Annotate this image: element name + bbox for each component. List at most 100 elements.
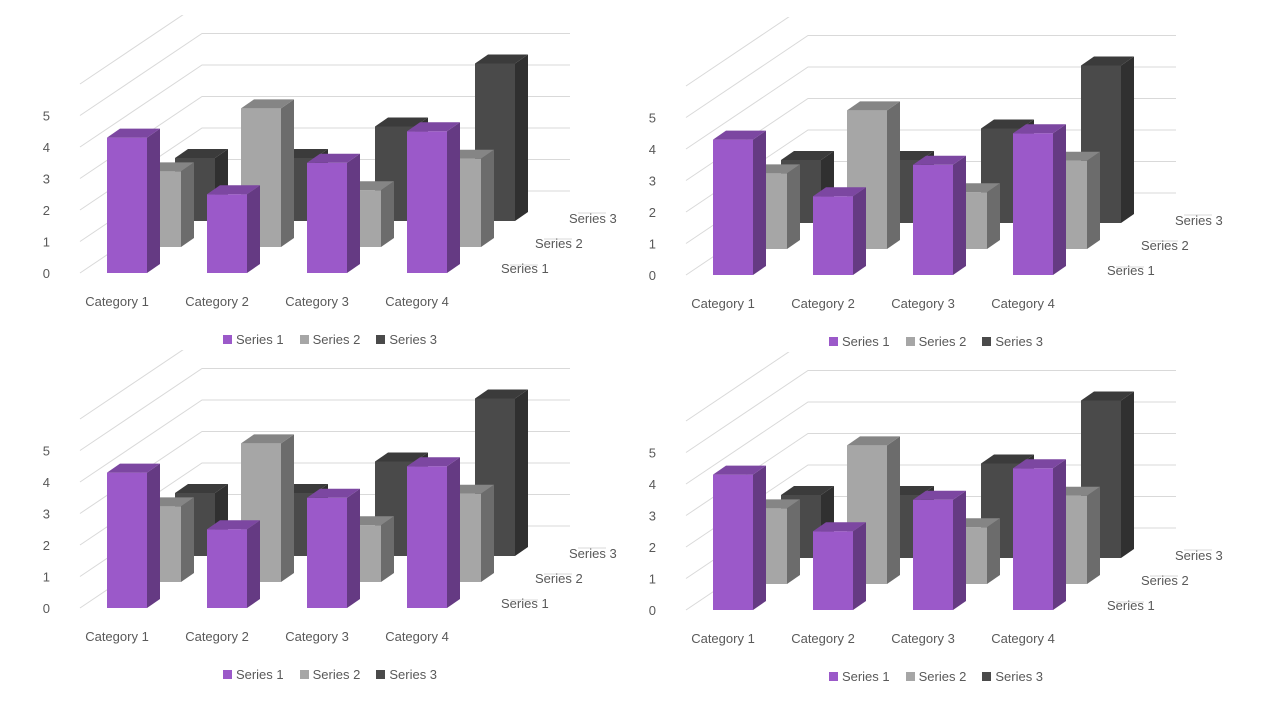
bar-side: [181, 162, 194, 247]
bar-front: [813, 196, 853, 275]
chart-legend: Series 1 Series 2 Series 3: [626, 666, 1246, 686]
bar-top: [241, 99, 294, 109]
depth-label: Series 3: [1175, 213, 1223, 228]
x-tick-label: Category 1: [85, 629, 149, 644]
bar-top: [781, 151, 834, 160]
chart-plot: 0 1 2 3 4 5 Series 1 Series 2 Series 3 Category 1…: [649, 17, 1223, 311]
bar: [307, 488, 360, 608]
gridline: [79, 33, 570, 116]
bar-top: [713, 465, 766, 475]
bars: [107, 389, 528, 608]
bar-side: [853, 187, 866, 275]
bar-side: [887, 101, 900, 250]
x-tick-label: Category 3: [285, 294, 349, 309]
bar-top: [207, 185, 260, 195]
y-tick-label: 2: [43, 538, 50, 553]
bars: [713, 56, 1134, 275]
legend-item: Series 2: [299, 332, 360, 347]
y-tick-label: 1: [43, 570, 50, 585]
y-tick-label: 1: [649, 237, 656, 252]
y-tick-label: 4: [43, 140, 50, 155]
bar-side: [887, 436, 900, 584]
bar-side: [247, 520, 260, 608]
legend-swatch: [376, 669, 386, 679]
x-tick-label: Category 3: [891, 296, 955, 311]
bar-top: [1081, 391, 1134, 401]
gridline: [79, 15, 184, 85]
bar-side: [381, 516, 394, 582]
legend-label: Series 2: [918, 333, 967, 349]
y-tick-label: 2: [649, 205, 656, 220]
bars: [713, 391, 1134, 610]
depth-label: Series 3: [1175, 548, 1223, 563]
bar-side: [515, 54, 528, 221]
gridline: [79, 368, 570, 451]
chart-plot: 0 1 2 3 4 5 Series 1 Series 2 Series 3 Category 1…: [43, 350, 617, 644]
bar-front: [1013, 468, 1053, 610]
bar-side: [481, 149, 494, 247]
bar-top: [781, 486, 834, 495]
bar-side: [1053, 124, 1066, 275]
bar-front: [207, 529, 247, 608]
bars: [107, 54, 528, 273]
bar-front: [1013, 133, 1053, 275]
bar-top: [407, 122, 460, 132]
gridline: [685, 370, 1176, 453]
x-tick-label: Category 2: [791, 631, 855, 646]
legend-item: Series 3: [376, 332, 437, 347]
bar-front: [913, 164, 953, 275]
y-tick-label: 5: [43, 109, 50, 124]
legend-label: Series 3: [995, 668, 1044, 684]
bar-side: [1121, 56, 1134, 223]
bar: [713, 130, 766, 275]
legend-swatch: [905, 671, 915, 681]
legend-item: Series 1: [222, 332, 284, 347]
depth-label: Series 3: [569, 211, 617, 226]
legend-item: Series 2: [905, 669, 966, 684]
bar-top: [713, 130, 766, 140]
bar-side: [953, 155, 966, 275]
bar: [813, 187, 866, 275]
legend-swatch: [222, 669, 232, 679]
bar-side: [787, 164, 800, 249]
y-tick-label: 2: [649, 540, 656, 555]
bar: [207, 520, 260, 608]
bar: [107, 463, 160, 608]
bar: [813, 522, 866, 610]
bar-side: [753, 130, 766, 275]
legend-label: Series 3: [389, 666, 438, 682]
bar-side: [515, 389, 528, 556]
x-tick-label: Category 2: [185, 294, 249, 309]
bar-top: [847, 101, 900, 111]
legend-item: Series 2: [299, 667, 360, 682]
y-tick-label: 1: [43, 235, 50, 250]
depth-label: Series 2: [535, 571, 583, 586]
y-tick-label: 1: [649, 572, 656, 587]
legend-swatch: [828, 336, 838, 346]
gridline: [685, 66, 1176, 150]
chart-bottom-left: 0 1 2 3 4 5 Series 1 Series 2 Series 3 Category 1…: [20, 350, 640, 700]
bar: [407, 122, 460, 273]
bar-side: [247, 185, 260, 273]
gridline: [79, 64, 570, 148]
bar-top: [175, 484, 228, 493]
legend-label: Series 3: [389, 331, 438, 347]
bar-side: [281, 434, 294, 582]
bar-side: [347, 153, 360, 273]
bar: [107, 128, 160, 273]
bar-side: [447, 122, 460, 273]
depth-label: Series 1: [1107, 598, 1155, 613]
bar-side: [181, 497, 194, 582]
chart-legend: Series 1 Series 2 Series 3: [20, 329, 640, 349]
bar-side: [1053, 459, 1066, 610]
bar-side: [347, 488, 360, 608]
bar-top: [207, 520, 260, 530]
bar-front: [813, 531, 853, 610]
bar-top: [375, 117, 428, 127]
bar: [1013, 459, 1066, 610]
legend-swatch: [982, 671, 992, 681]
bar: [307, 153, 360, 273]
bar: [207, 185, 260, 273]
y-tick-label: 0: [43, 601, 50, 616]
depth-label: Series 3: [569, 546, 617, 561]
